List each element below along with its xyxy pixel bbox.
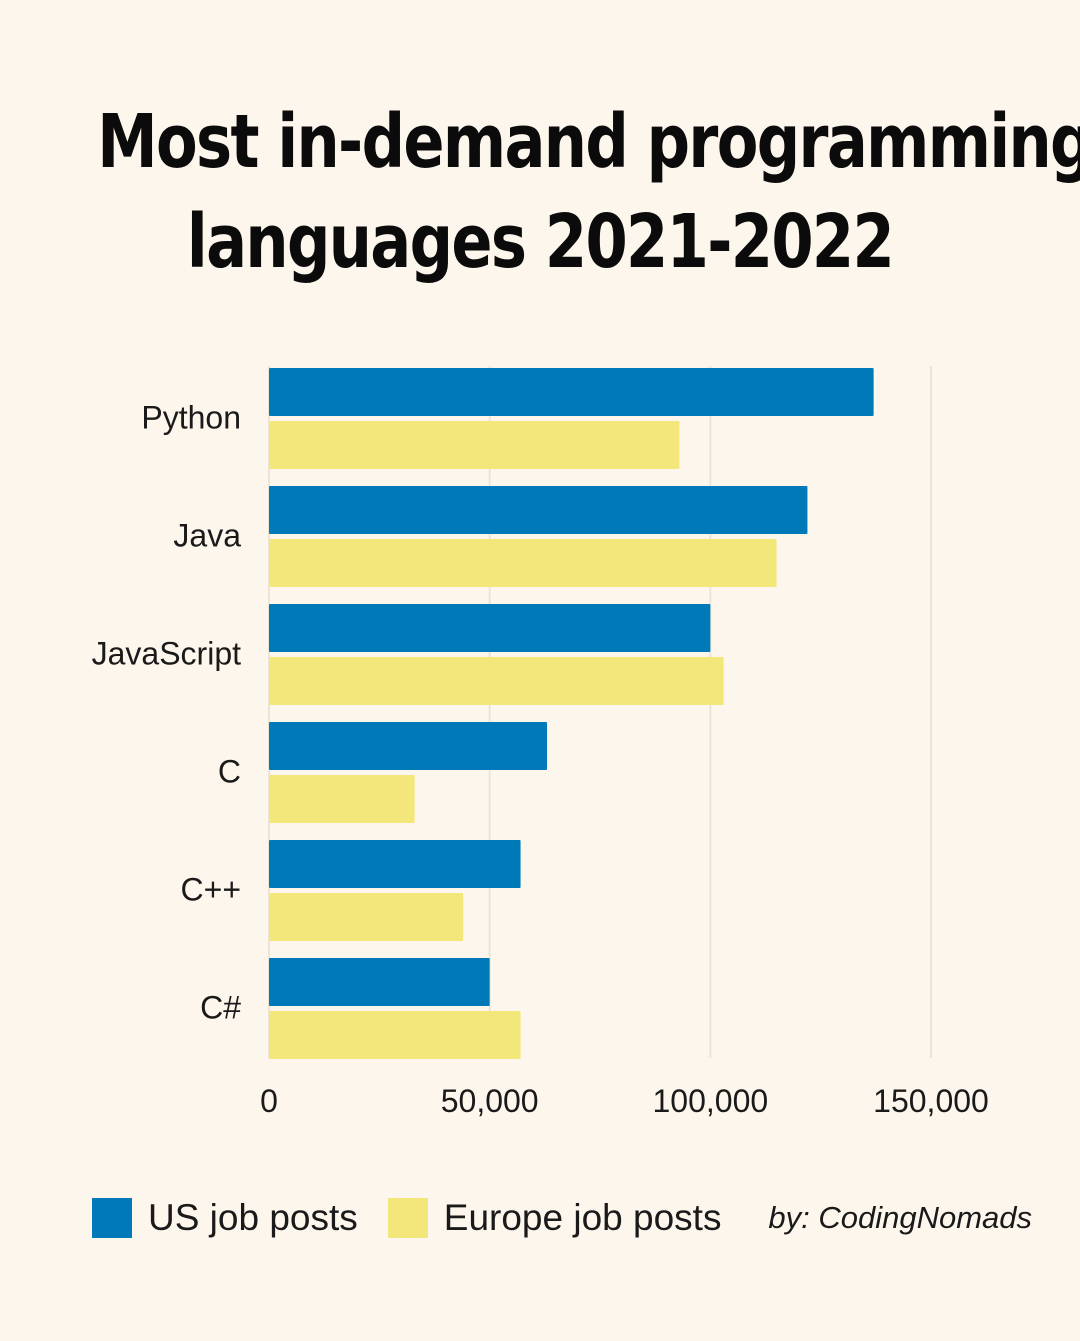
bar-c-us [269,958,490,1006]
category-label: C++ [181,871,241,907]
bar-c-us [269,840,521,888]
bar-c-us [269,722,548,770]
category-label: C [218,753,241,789]
title-line-2: languages 2021-2022 [186,199,895,285]
x-tick-label: 0 [260,1083,278,1119]
legend-item-us: US job posts [92,1197,358,1239]
legend-swatch-us [92,1198,132,1238]
legend-label-us: US job posts [148,1197,358,1238]
bar-python-europe [269,421,680,469]
legend-label-europe: Europe job posts [443,1197,722,1238]
category-label: C# [200,989,241,1025]
bar-c-europe [269,775,415,823]
bar-python-us [269,368,874,416]
x-axis-ticks: 0 50,000 100,000 150,000 [260,1083,989,1119]
category-labels: Python Java JavaScript C C++ C# [92,399,242,1025]
bar-javascript-us [269,604,711,652]
gridlines [268,366,932,1058]
title-line-1: Most in-demand programming [97,99,1080,185]
credit-text: by: CodingNomads [768,1200,1032,1235]
category-label: JavaScript [92,635,242,671]
legend-swatch-europe [387,1198,428,1238]
bar-javascript-europe [269,657,724,705]
category-label: Python [141,399,241,435]
bars [269,368,874,1059]
category-label: Java [173,517,241,553]
bar-java-europe [269,539,777,587]
x-tick-label: 150,000 [873,1083,989,1119]
x-tick-label: 100,000 [652,1083,768,1119]
bar-c-europe [269,893,464,941]
bar-chart: Python Java JavaScript C C++ C# 0 50,000 100,00… [92,366,989,1119]
chart-title: Most in-demand programming languages 202… [97,92,1080,292]
legend-item-europe: Europe job posts [387,1197,722,1239]
x-tick-label: 50,000 [441,1083,539,1119]
legend: US job posts Europe job posts [92,1193,751,1243]
bar-c-europe [269,1011,521,1059]
bar-java-us [269,486,808,534]
